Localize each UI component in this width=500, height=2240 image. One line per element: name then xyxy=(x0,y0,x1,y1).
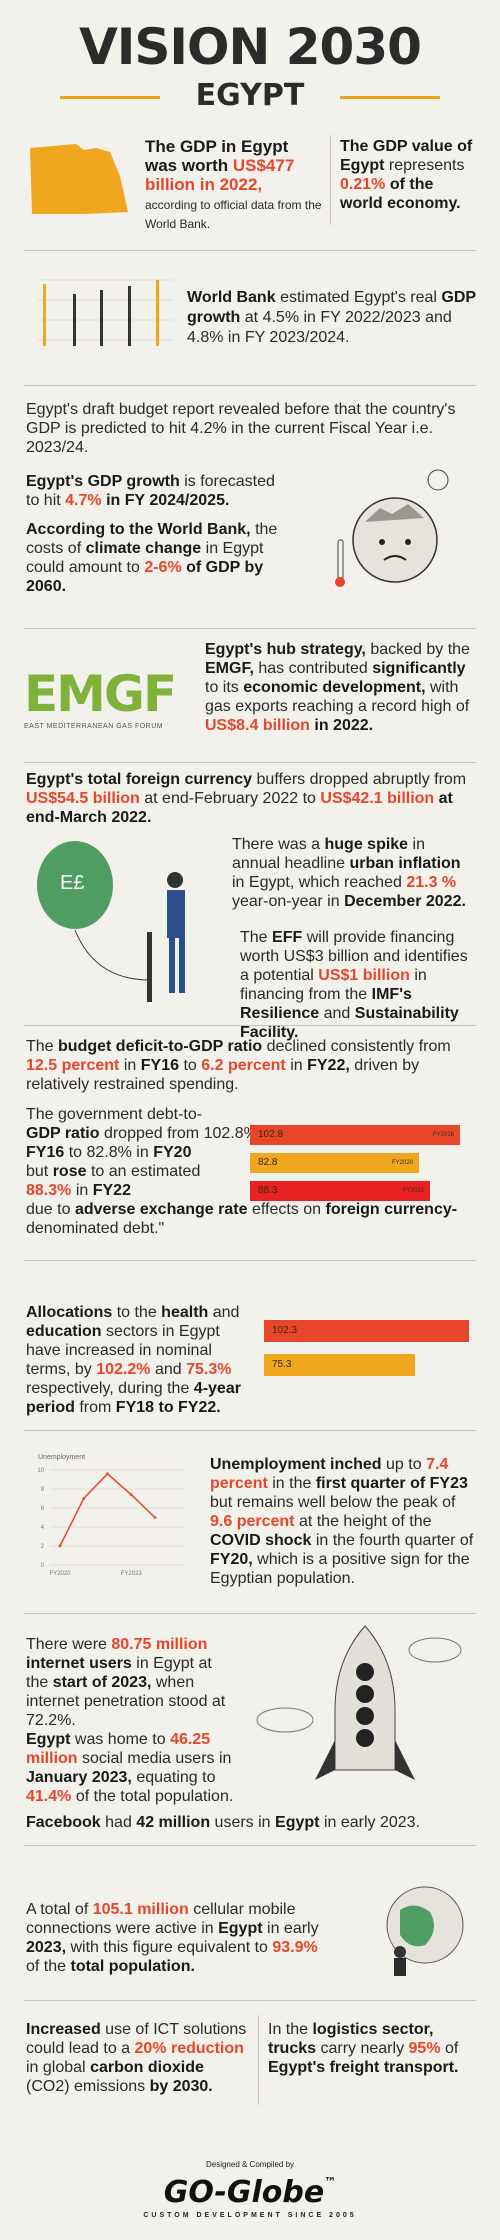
x-tick-label: FY2020 xyxy=(49,1571,71,1577)
y-tick-label: 8 xyxy=(41,1487,45,1493)
page-title: VISION 2030 xyxy=(79,18,422,76)
divider xyxy=(24,1613,476,1614)
bar-FY2022: 88.3 FY2022 xyxy=(250,1181,430,1201)
data-point xyxy=(82,1497,86,1500)
social-media-text: Egypt was home to 46.25 million social m… xyxy=(26,1731,234,1805)
growth-bar-chart-icon xyxy=(38,279,173,346)
go-globe-logo: GO-Globe™ xyxy=(163,2175,337,2210)
bar-FY2020: 82.8 FY2020 xyxy=(250,1153,419,1173)
page-subtitle: EGYPT xyxy=(195,78,305,113)
growth-text: World Bank estimated Egypt's real GDP gr… xyxy=(187,289,476,346)
inflation-text: There was a huge spike in annual headlin… xyxy=(232,836,466,910)
bar-education: 75.3 xyxy=(264,1354,415,1376)
unemployment-series-line xyxy=(59,1472,156,1547)
emgf-text: Egypt's hub strategy, backed by the EMGF… xyxy=(205,641,470,734)
bar-FY2016: 102.8 FY2016 xyxy=(250,1125,460,1145)
bar-year-label: FY2016 xyxy=(432,1132,454,1138)
bar-year-label: FY2022 xyxy=(402,1188,424,1194)
unemployment-chart-title: Unemployment xyxy=(38,1454,86,1461)
allocations-chart: 102.3 75.3 xyxy=(264,1320,474,1410)
y-tick-label: 0 xyxy=(41,1563,45,1569)
divider xyxy=(258,2015,259,2105)
bar-label: 102.8 xyxy=(258,1129,284,1140)
deficit-text: The budget deficit-to-GDP ratio declined… xyxy=(26,1038,451,1093)
draft-budget-text: Egypt's draft budget report revealed bef… xyxy=(26,401,456,456)
climate-earth-icon xyxy=(335,469,449,587)
egypt-map-icon xyxy=(30,144,128,214)
ict-text: Increased use of ICT solutions could lea… xyxy=(26,2021,247,2095)
divider xyxy=(24,762,476,763)
divider xyxy=(24,1845,476,1846)
y-tick-label: 4 xyxy=(41,1525,45,1531)
balloon-pump-icon xyxy=(37,841,185,1002)
divider xyxy=(330,135,331,225)
unemployment-text: Unemployment inched up to 7.4 percent in… xyxy=(210,1456,474,1587)
facebook-text: Facebook had 42 million users in Egypt i… xyxy=(26,1814,420,1831)
currency-text: Egypt's total foreign currency buffers d… xyxy=(26,771,467,826)
gdp-text: The GDP in Egypt was worth US$477 billio… xyxy=(145,137,322,231)
data-point xyxy=(58,1544,62,1548)
divider xyxy=(24,1430,476,1431)
bar-year-label: FY2020 xyxy=(391,1160,413,1166)
bar-label: 102.3 xyxy=(272,1325,298,1336)
globe-people-icon xyxy=(386,1886,464,1976)
title-rule-right xyxy=(340,96,440,99)
bar-health: 102.3 xyxy=(264,1320,469,1342)
data-point xyxy=(129,1493,133,1497)
y-tick-label: 6 xyxy=(41,1506,45,1512)
data-point xyxy=(106,1472,109,1476)
gdp-share-text: The GDP value of Egypt represents 0.21% … xyxy=(340,138,473,212)
x-tick-label: FY2023 xyxy=(121,1571,143,1577)
y-tick-label: 2 xyxy=(41,1544,45,1550)
logistics-text: In the logistics sector, trucks carry ne… xyxy=(268,2021,459,2076)
divider xyxy=(24,2000,476,2001)
emgf-logo: EMGF EAST MEDITERRANEAN GAS FORUM xyxy=(24,665,177,730)
data-point xyxy=(153,1516,157,1519)
bar-label: 88.3 xyxy=(258,1185,278,1196)
footer-tagline: CUSTOM DEVELOPMENT SINCE 2005 xyxy=(143,2212,357,2219)
footer-caption: Designed & Compiled by xyxy=(205,2160,295,2169)
climate-text: According to the World Bank, the costs o… xyxy=(26,521,278,595)
bar-label: 75.3 xyxy=(272,1359,292,1370)
divider xyxy=(24,385,476,386)
bar-label: 82.8 xyxy=(258,1157,278,1168)
unemployment-line-chart: 0 2 4 6 8 10 FY2020 FY2023 xyxy=(37,1468,185,1577)
internet-users-text: There were 80.75 million internet users … xyxy=(26,1636,226,1729)
title-rule-left xyxy=(60,96,160,99)
debt-ratio-chart: 102.8 FY2016 82.8 FY2020 88.3 FY2022 xyxy=(250,1125,466,1215)
divider xyxy=(24,1260,476,1261)
gdp-forecast-text: Egypt's GDP growth is forecasted to hit … xyxy=(26,473,275,509)
allocations-text: Allocations to the health and education … xyxy=(26,1304,241,1416)
balloon-label: E£ xyxy=(60,872,85,894)
eff-text: The EFF will provide financing worth US$… xyxy=(240,929,468,1041)
divider xyxy=(24,1025,476,1026)
y-tick-label: 10 xyxy=(37,1468,44,1474)
divider xyxy=(24,250,476,251)
debt-text: The government debt-to- GDP ratio dropped… xyxy=(26,1106,458,1237)
divider xyxy=(24,628,476,629)
rocket-social-icon xyxy=(256,1625,462,1780)
mobile-text: A total of 105.1 million cellular mobile… xyxy=(26,1901,319,1975)
